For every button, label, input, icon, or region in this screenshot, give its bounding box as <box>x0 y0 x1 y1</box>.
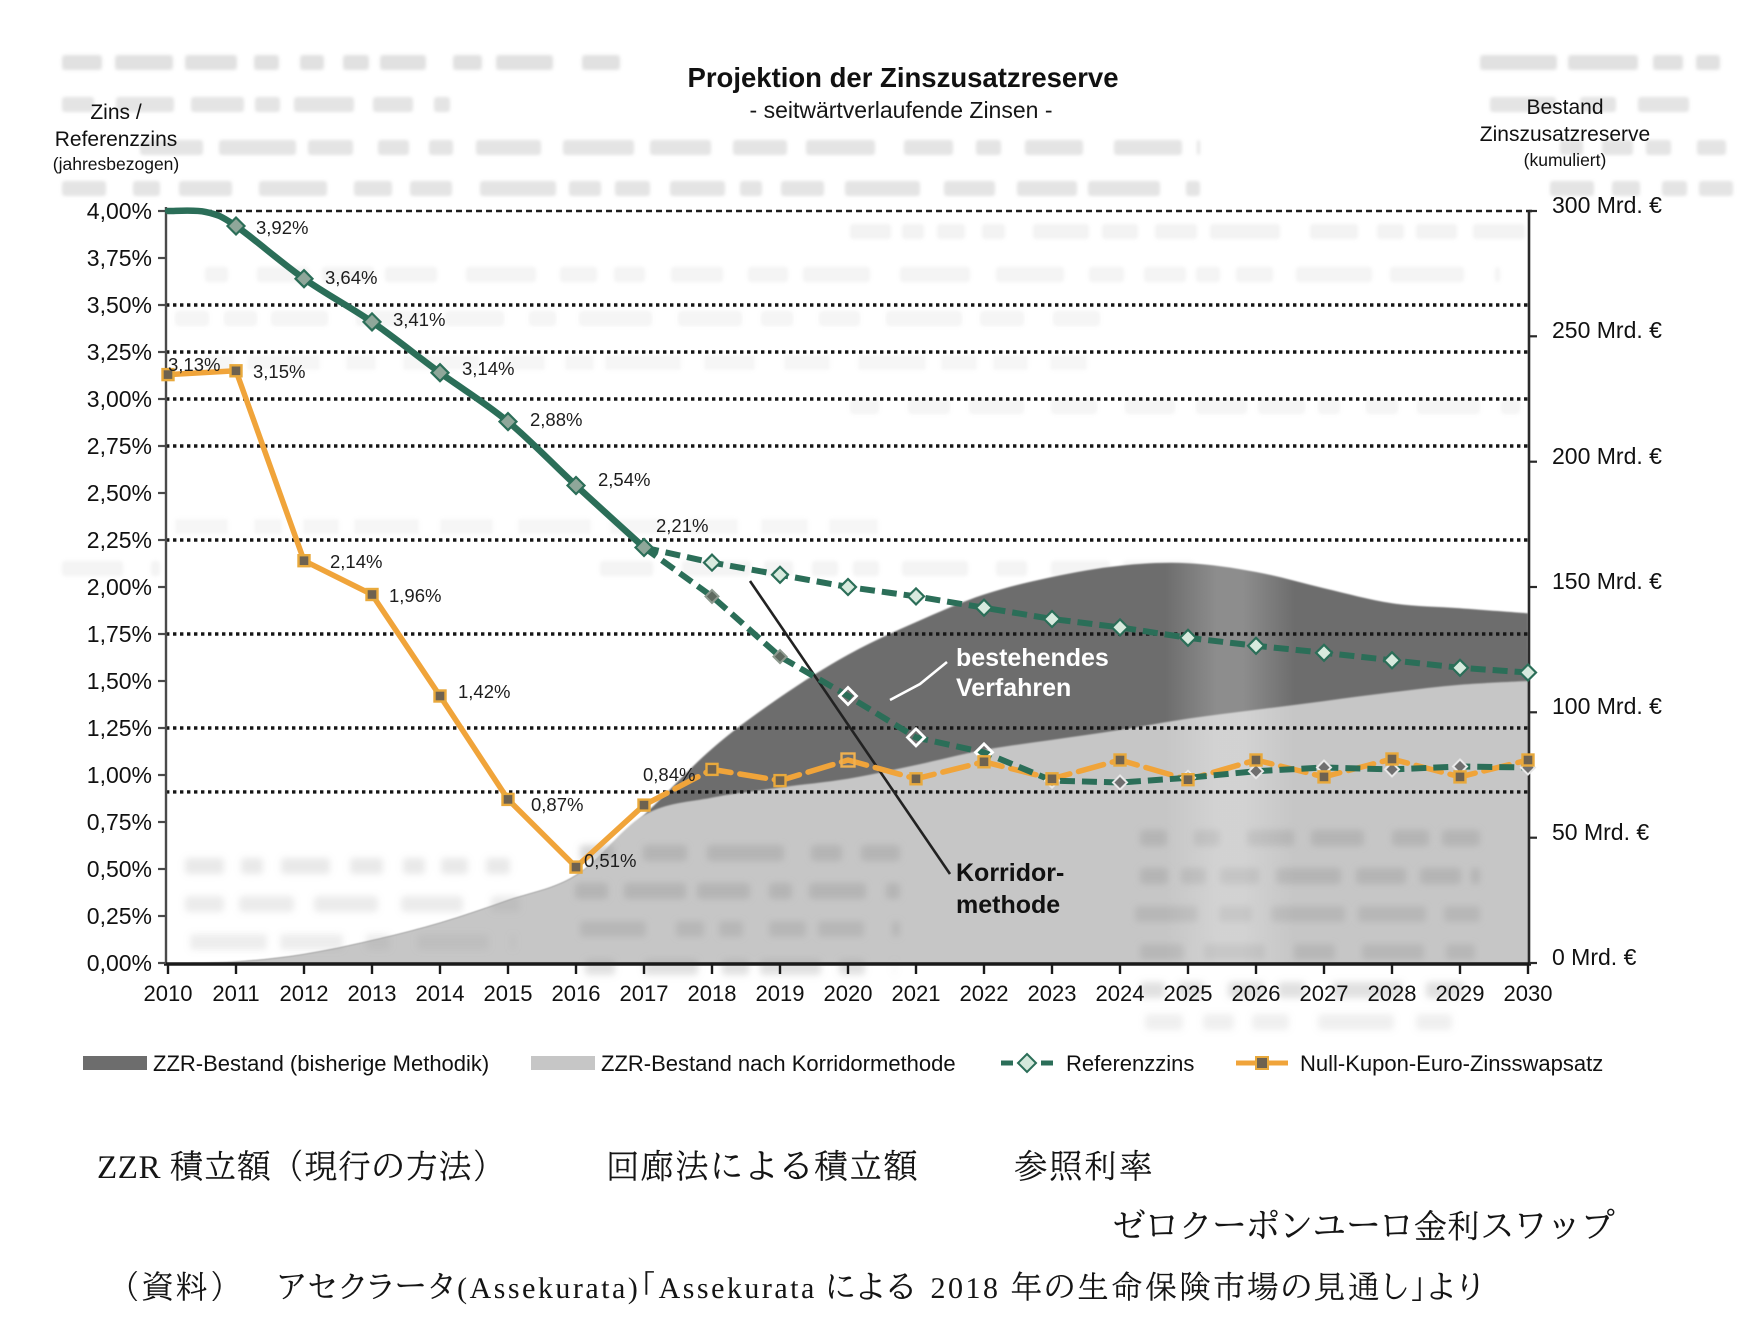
svg-text:2023: 2023 <box>1028 981 1077 1006</box>
svg-text:3,64%: 3,64% <box>325 267 377 288</box>
svg-text:ZZR-Bestand (bisherige Methodi: ZZR-Bestand (bisherige Methodik) <box>153 1051 489 1076</box>
svg-text:Zins /: Zins / <box>90 101 142 124</box>
svg-text:2,21%: 2,21% <box>656 515 708 536</box>
svg-text:50 Mrd. €: 50 Mrd. € <box>1552 819 1649 845</box>
svg-text:2029: 2029 <box>1436 981 1485 1006</box>
svg-text:2014: 2014 <box>416 981 465 1006</box>
svg-text:2018: 2018 <box>688 981 737 1006</box>
svg-text:2021: 2021 <box>892 981 941 1006</box>
svg-text:1,75%: 1,75% <box>87 621 152 647</box>
svg-text:2,75%: 2,75% <box>87 433 152 459</box>
svg-text:100 Mrd. €: 100 Mrd. € <box>1552 693 1662 719</box>
svg-text:0,25%: 0,25% <box>87 903 152 929</box>
svg-text:2,14%: 2,14% <box>330 551 382 572</box>
svg-text:2011: 2011 <box>212 981 259 1006</box>
svg-text:2,00%: 2,00% <box>87 574 152 600</box>
svg-text:2012: 2012 <box>280 981 329 1006</box>
svg-text:2017: 2017 <box>620 981 669 1006</box>
svg-text:1,00%: 1,00% <box>87 762 152 788</box>
svg-text:2028: 2028 <box>1368 981 1417 1006</box>
svg-text:0,84%: 0,84% <box>643 764 695 785</box>
svg-text:3,00%: 3,00% <box>87 386 152 412</box>
svg-text:0,51%: 0,51% <box>584 850 636 871</box>
svg-text:Referenzzins: Referenzzins <box>55 128 178 151</box>
svg-text:2013: 2013 <box>348 981 397 1006</box>
svg-text:Verfahren: Verfahren <box>956 674 1071 702</box>
svg-text:3,41%: 3,41% <box>393 309 445 330</box>
svg-text:(kumuliert): (kumuliert) <box>1524 150 1607 170</box>
svg-text:Referenzzins: Referenzzins <box>1066 1051 1194 1076</box>
svg-text:3,13%: 3,13% <box>168 354 220 375</box>
svg-text:- seitwärtverlaufende Zinsen -: - seitwärtverlaufende Zinsen - <box>750 97 1053 123</box>
svg-text:3,92%: 3,92% <box>256 217 308 238</box>
svg-text:3,75%: 3,75% <box>87 245 152 271</box>
svg-text:3,15%: 3,15% <box>253 361 305 382</box>
svg-text:2022: 2022 <box>960 981 1009 1006</box>
svg-text:0,50%: 0,50% <box>87 856 152 882</box>
svg-text:Null-Kupon-Euro-Zinsswapsatz: Null-Kupon-Euro-Zinsswapsatz <box>1300 1051 1603 1076</box>
svg-text:methode: methode <box>956 891 1060 919</box>
svg-text:2024: 2024 <box>1096 981 1145 1006</box>
svg-text:250 Mrd. €: 250 Mrd. € <box>1552 317 1662 343</box>
svg-text:2015: 2015 <box>484 981 533 1006</box>
svg-text:0,00%: 0,00% <box>87 950 152 976</box>
svg-text:2030: 2030 <box>1504 981 1553 1006</box>
svg-text:3,14%: 3,14% <box>462 358 514 379</box>
svg-text:1,25%: 1,25% <box>87 715 152 741</box>
svg-text:2020: 2020 <box>824 981 873 1006</box>
svg-text:2,50%: 2,50% <box>87 480 152 506</box>
svg-text:2,25%: 2,25% <box>87 527 152 553</box>
svg-text:1,96%: 1,96% <box>389 585 441 606</box>
svg-text:Zinszusatzreserve: Zinszusatzreserve <box>1480 123 1650 146</box>
svg-text:2,54%: 2,54% <box>598 469 650 490</box>
svg-text:2,88%: 2,88% <box>530 409 582 430</box>
svg-text:bestehendes: bestehendes <box>956 644 1109 672</box>
svg-text:Bestand: Bestand <box>1526 96 1603 119</box>
svg-text:150 Mrd. €: 150 Mrd. € <box>1552 568 1662 594</box>
svg-text:2016: 2016 <box>552 981 601 1006</box>
svg-text:1,42%: 1,42% <box>458 681 510 702</box>
svg-text:1,50%: 1,50% <box>87 668 152 694</box>
svg-text:2025: 2025 <box>1164 981 1213 1006</box>
svg-text:200 Mrd. €: 200 Mrd. € <box>1552 443 1662 469</box>
svg-text:ZZR-Bestand nach Korridormetho: ZZR-Bestand nach Korridormethode <box>601 1051 956 1076</box>
svg-text:2010: 2010 <box>144 981 193 1006</box>
svg-text:Projektion der Zinszusatzreser: Projektion der Zinszusatzreserve <box>688 62 1119 93</box>
svg-text:Korridor-: Korridor- <box>956 859 1064 887</box>
svg-text:2026: 2026 <box>1232 981 1281 1006</box>
svg-text:3,50%: 3,50% <box>87 292 152 318</box>
svg-text:0,75%: 0,75% <box>87 809 152 835</box>
svg-text:4,00%: 4,00% <box>87 198 152 224</box>
svg-text:300 Mrd. €: 300 Mrd. € <box>1552 192 1662 218</box>
svg-text:0,87%: 0,87% <box>531 794 583 815</box>
svg-text:0 Mrd. €: 0 Mrd. € <box>1552 944 1637 970</box>
svg-text:3,25%: 3,25% <box>87 339 152 365</box>
svg-text:(jahresbezogen): (jahresbezogen) <box>53 154 179 174</box>
svg-text:2019: 2019 <box>756 981 805 1006</box>
svg-text:2027: 2027 <box>1300 981 1349 1006</box>
